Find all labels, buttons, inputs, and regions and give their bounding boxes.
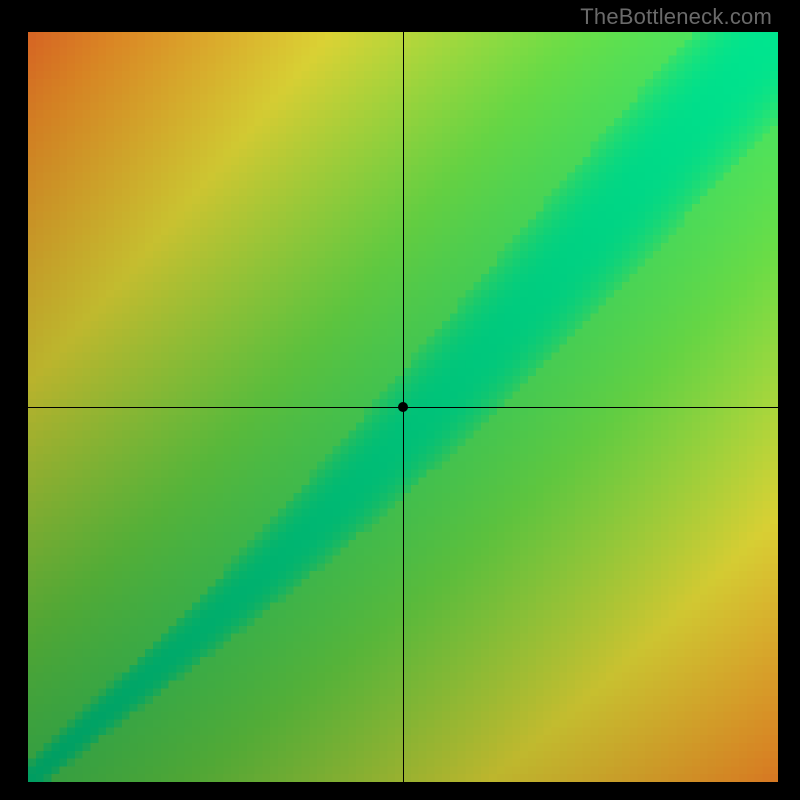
attribution-text: TheBottleneck.com xyxy=(580,4,772,30)
stage: TheBottleneck.com xyxy=(0,0,800,800)
bottleneck-heatmap xyxy=(28,32,778,782)
